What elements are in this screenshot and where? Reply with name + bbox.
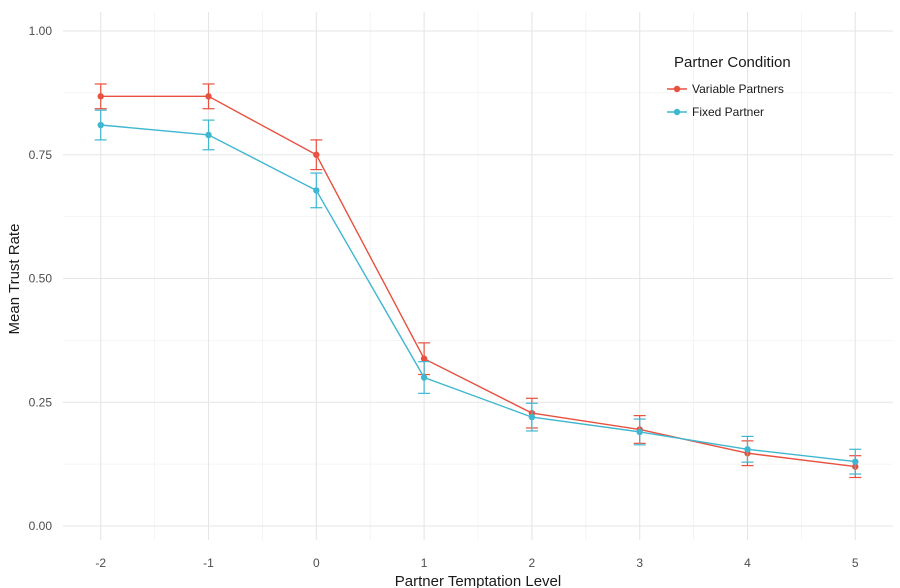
- data-point: [528, 413, 536, 421]
- legend-item: Fixed Partner: [667, 105, 764, 119]
- data-point: [420, 355, 428, 362]
- x-tick-label: -2: [95, 556, 106, 570]
- x-tick-label: 0: [313, 556, 320, 570]
- y-tick-label: 0.00: [29, 519, 53, 533]
- x-axis-title: Partner Temptation Level: [395, 573, 562, 588]
- legend-label: Variable Partners: [692, 82, 784, 96]
- series-line: [100, 124, 856, 463]
- x-tick-label: 5: [852, 556, 859, 570]
- legend: Partner Condition Variable Partners Fixed…: [667, 54, 791, 119]
- x-tick-label: 1: [421, 556, 428, 570]
- legend-item: Variable Partners: [667, 82, 784, 96]
- y-tick-label: 1.00: [29, 24, 53, 38]
- legend-title: Partner Condition: [674, 54, 791, 71]
- x-tick-label: 2: [529, 556, 536, 570]
- data-point: [205, 93, 212, 100]
- axes: 0.00 0.25 0.50 0.75 1.00 -2 -1 0 1 2 3 4 5: [29, 24, 859, 570]
- data-point: [744, 446, 751, 453]
- series-layer: [94, 83, 862, 479]
- y-tick-label: 0.75: [29, 148, 53, 162]
- data-point: [852, 458, 859, 465]
- y-tick-label: 0.50: [29, 272, 53, 286]
- x-tick-label: 4: [744, 556, 751, 570]
- legend-label: Fixed Partner: [692, 105, 764, 119]
- data-point: [313, 151, 320, 158]
- data-point: [636, 428, 643, 436]
- x-tick-label: -1: [203, 556, 214, 570]
- legend-swatch-point: [673, 85, 681, 93]
- data-point: [97, 121, 104, 129]
- series-line: [100, 95, 856, 468]
- series-fixed-partner: [94, 109, 862, 475]
- data-point: [97, 93, 104, 100]
- y-tick-label: 0.25: [29, 395, 53, 409]
- data-point: [313, 187, 320, 194]
- data-point: [205, 131, 212, 139]
- legend-swatch-point: [673, 108, 681, 116]
- data-point: [420, 374, 428, 381]
- x-tick-label: 3: [636, 556, 643, 570]
- y-axis-title: Mean Trust Rate: [6, 224, 23, 335]
